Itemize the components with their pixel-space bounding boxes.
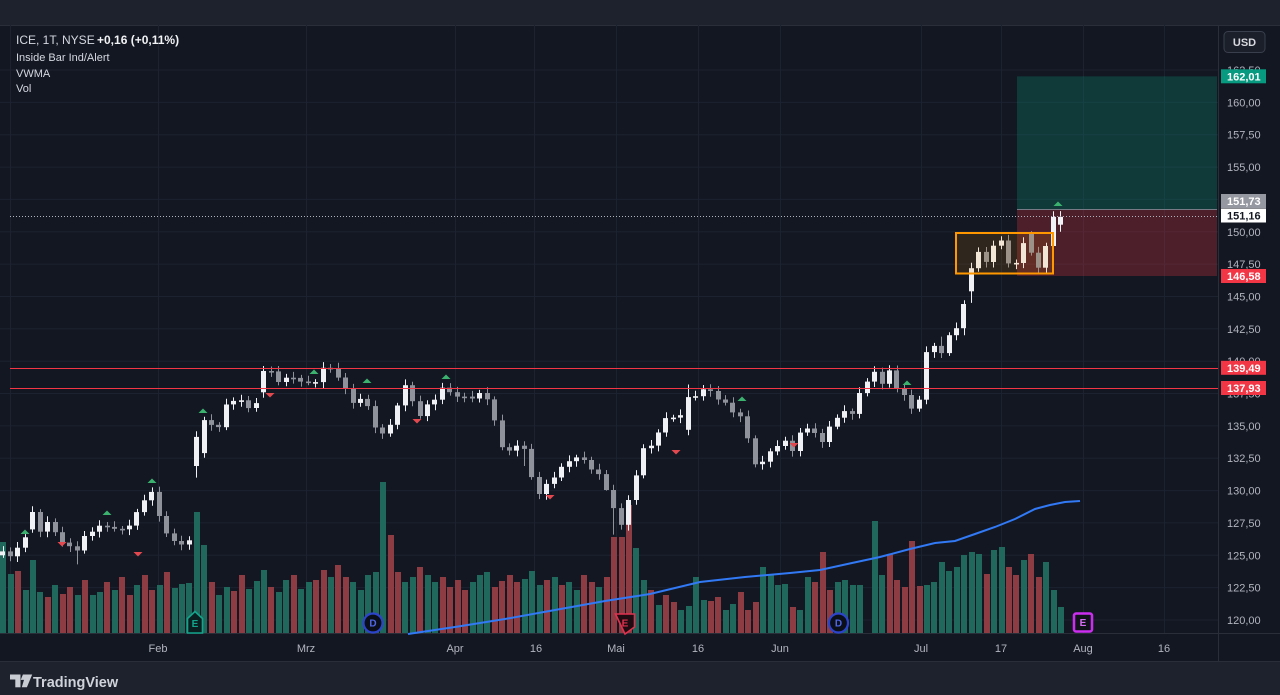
svg-text:Inside Bar Ind/Alert: Inside Bar Ind/Alert — [16, 52, 110, 64]
svg-text:16: 16 — [692, 643, 704, 655]
svg-text:+0,16 (+0,11%): +0,16 (+0,11%) — [97, 33, 179, 47]
svg-text:122,50: 122,50 — [1227, 583, 1261, 595]
svg-text:127,50: 127,50 — [1227, 518, 1261, 530]
svg-text:145,00: 145,00 — [1227, 292, 1261, 304]
svg-text:132,50: 132,50 — [1227, 453, 1261, 465]
svg-text:E: E — [1080, 618, 1087, 629]
svg-text:151,73: 151,73 — [1227, 196, 1261, 208]
svg-text:E: E — [622, 619, 629, 630]
svg-text:155,00: 155,00 — [1227, 162, 1261, 174]
svg-text:146,58: 146,58 — [1227, 271, 1261, 283]
svg-text:147,50: 147,50 — [1227, 259, 1261, 271]
svg-text:16: 16 — [1158, 643, 1170, 655]
svg-text:Jul: Jul — [914, 643, 928, 655]
svg-text:137,93: 137,93 — [1227, 383, 1261, 395]
svg-text:151,16: 151,16 — [1227, 211, 1261, 223]
svg-text:130,00: 130,00 — [1227, 486, 1261, 498]
svg-text:160,00: 160,00 — [1227, 97, 1261, 109]
svg-text:Apr: Apr — [446, 643, 463, 655]
svg-text:E: E — [192, 619, 199, 630]
svg-text:16: 16 — [530, 643, 542, 655]
svg-text:Feb: Feb — [149, 643, 168, 655]
svg-text:125,00: 125,00 — [1227, 550, 1261, 562]
svg-text:Aug: Aug — [1073, 643, 1093, 655]
svg-text:120,00: 120,00 — [1227, 615, 1261, 627]
svg-text:Mai: Mai — [607, 643, 625, 655]
svg-text:Vol: Vol — [16, 83, 31, 95]
svg-text:USD: USD — [1233, 37, 1256, 49]
svg-text:VWMA: VWMA — [16, 68, 51, 80]
svg-text:162,01: 162,01 — [1227, 71, 1261, 83]
svg-text:135,00: 135,00 — [1227, 421, 1261, 433]
svg-text:Mrz: Mrz — [297, 643, 315, 655]
svg-text:Jun: Jun — [771, 643, 789, 655]
svg-text:D: D — [369, 619, 376, 630]
svg-text:150,00: 150,00 — [1227, 227, 1261, 239]
svg-text:TradingView: TradingView — [33, 675, 119, 691]
svg-text:142,50: 142,50 — [1227, 324, 1261, 336]
svg-text:ICE, 1T, NYSE: ICE, 1T, NYSE — [16, 33, 95, 47]
svg-text:17: 17 — [995, 643, 1007, 655]
svg-text:D: D — [835, 619, 842, 630]
svg-text:139,49: 139,49 — [1227, 363, 1261, 375]
svg-text:157,50: 157,50 — [1227, 130, 1261, 142]
